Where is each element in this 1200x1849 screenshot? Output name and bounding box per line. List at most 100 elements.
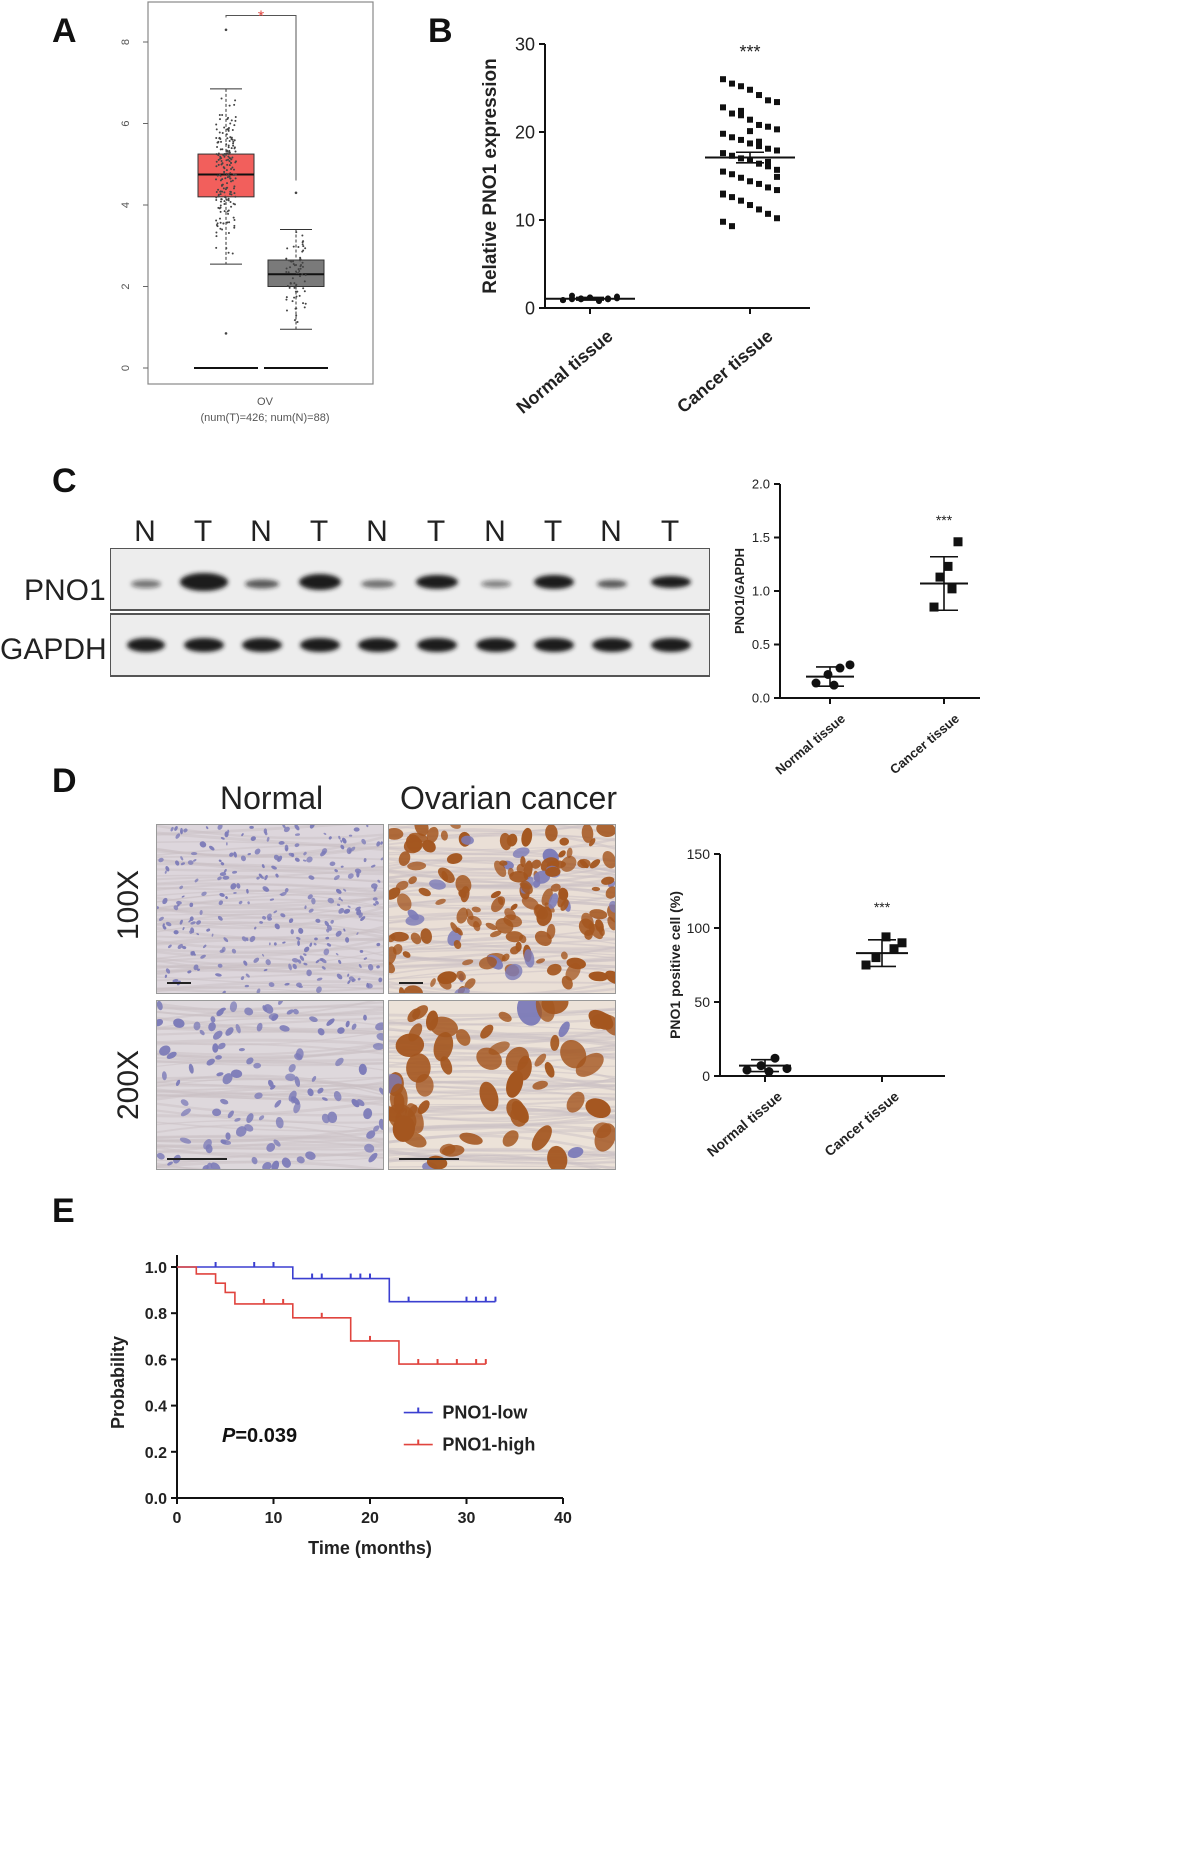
jitter-point (291, 300, 294, 303)
panel-letter-b: B (428, 12, 453, 50)
jitter-point (232, 140, 235, 143)
cell-nucleus (277, 855, 283, 862)
cell-nucleus (222, 1073, 233, 1085)
cell-nucleus (229, 852, 234, 857)
jitter-point (227, 174, 230, 177)
data-point-cancer (720, 218, 726, 225)
cell-nucleus (521, 827, 533, 847)
cell-nucleus (367, 963, 374, 971)
cell-nucleus (183, 828, 188, 833)
cell-nucleus (402, 951, 411, 958)
tissue-fiber (389, 1078, 615, 1094)
data-point-cancer (720, 191, 726, 198)
cell-nucleus (281, 1157, 291, 1168)
cell-nucleus (480, 1024, 494, 1039)
data-point-cancer (947, 584, 957, 594)
jitter-point (234, 177, 237, 180)
cell-nucleus (560, 1039, 587, 1069)
jitter-point (295, 272, 298, 275)
cell-nucleus (532, 1080, 548, 1090)
lane-label: T (543, 515, 563, 548)
data-point-cancer (935, 572, 945, 582)
jitter-point (289, 266, 292, 269)
cell-nucleus (317, 1028, 325, 1036)
cell-nucleus (347, 979, 351, 985)
tissue-fiber (157, 831, 383, 850)
cell-nucleus (244, 1007, 254, 1016)
jitter-point (218, 136, 221, 139)
jitter-point (218, 131, 221, 134)
tissue-fiber (157, 925, 383, 949)
jitter-point (215, 178, 218, 181)
cell-nucleus (158, 916, 164, 921)
jitter-point (219, 227, 222, 230)
chart-d: 0 50 100 150 PNO1 positive cell (%) Normal ti… (667, 846, 945, 1160)
jitter-point (219, 204, 222, 207)
jitter-point (223, 210, 226, 213)
cell-nucleus (168, 944, 172, 949)
cell-nucleus (303, 962, 308, 966)
cell-nucleus (263, 887, 270, 892)
jitter-point (228, 193, 231, 196)
jitter-point (229, 157, 232, 160)
jitter-point (220, 97, 223, 100)
x-tick-label: 10 (265, 1510, 283, 1527)
cell-nucleus (275, 1116, 284, 1129)
tissue-fiber (389, 1147, 615, 1154)
cell-nucleus (456, 907, 468, 924)
jitter-point (232, 202, 235, 205)
cell-nucleus (345, 937, 350, 943)
jitter-point (218, 113, 221, 116)
cell-nucleus (173, 1018, 185, 1028)
cell-nucleus (158, 857, 164, 863)
cell-nucleus (308, 908, 314, 913)
jitter-point (301, 272, 304, 275)
cell-nucleus (294, 833, 301, 836)
cell-nucleus (375, 1022, 383, 1031)
cell-nucleus (607, 916, 615, 931)
cell-nucleus (194, 878, 199, 883)
cell-nucleus (340, 844, 345, 850)
cell-nucleus (298, 985, 303, 988)
x-tick-label: 30 (458, 1510, 476, 1527)
cell-nucleus (182, 926, 185, 931)
jitter-point (223, 152, 226, 155)
tissue-fiber (157, 1074, 383, 1093)
lane-label: T (193, 515, 213, 548)
jitter-point (302, 240, 305, 243)
x-tick-label: 20 (361, 1510, 379, 1527)
jitter-point (230, 191, 233, 194)
cell-nucleus (222, 875, 230, 880)
data-point-cancer (729, 134, 735, 141)
jitter-point (223, 167, 226, 170)
cell-nucleus (347, 905, 351, 908)
jitter-point (228, 104, 231, 107)
ihc-row-title-100x: 100X (112, 869, 145, 940)
y-tick-label: 0 (702, 1068, 710, 1084)
data-point-cancer (953, 537, 963, 547)
tissue-fiber (157, 892, 383, 910)
cell-nucleus (408, 1023, 423, 1042)
cell-nucleus (220, 1139, 227, 1145)
cell-nucleus (389, 887, 401, 900)
y-axis-label: PNO1 positive cell (%) (667, 891, 683, 1039)
cell-nucleus (329, 861, 336, 867)
cell-nucleus (172, 979, 179, 983)
cell-nucleus (338, 835, 341, 840)
cell-nucleus (340, 898, 343, 902)
cell-nucleus (350, 846, 356, 852)
cell-nucleus (433, 1031, 454, 1062)
cell-nucleus (180, 1099, 189, 1106)
cell-nucleus (531, 1125, 552, 1151)
tissue-fiber (157, 1026, 383, 1033)
cell-nucleus (220, 1098, 229, 1105)
cell-nucleus (164, 870, 167, 874)
data-point-cancer (747, 86, 753, 93)
tissue-fiber (157, 874, 383, 883)
jitter-point (299, 275, 302, 278)
outlier-point (294, 191, 298, 195)
cell-nucleus (279, 1025, 290, 1032)
jitter-point (298, 270, 301, 273)
jitter-point (219, 210, 222, 213)
cell-nucleus (399, 987, 405, 993)
